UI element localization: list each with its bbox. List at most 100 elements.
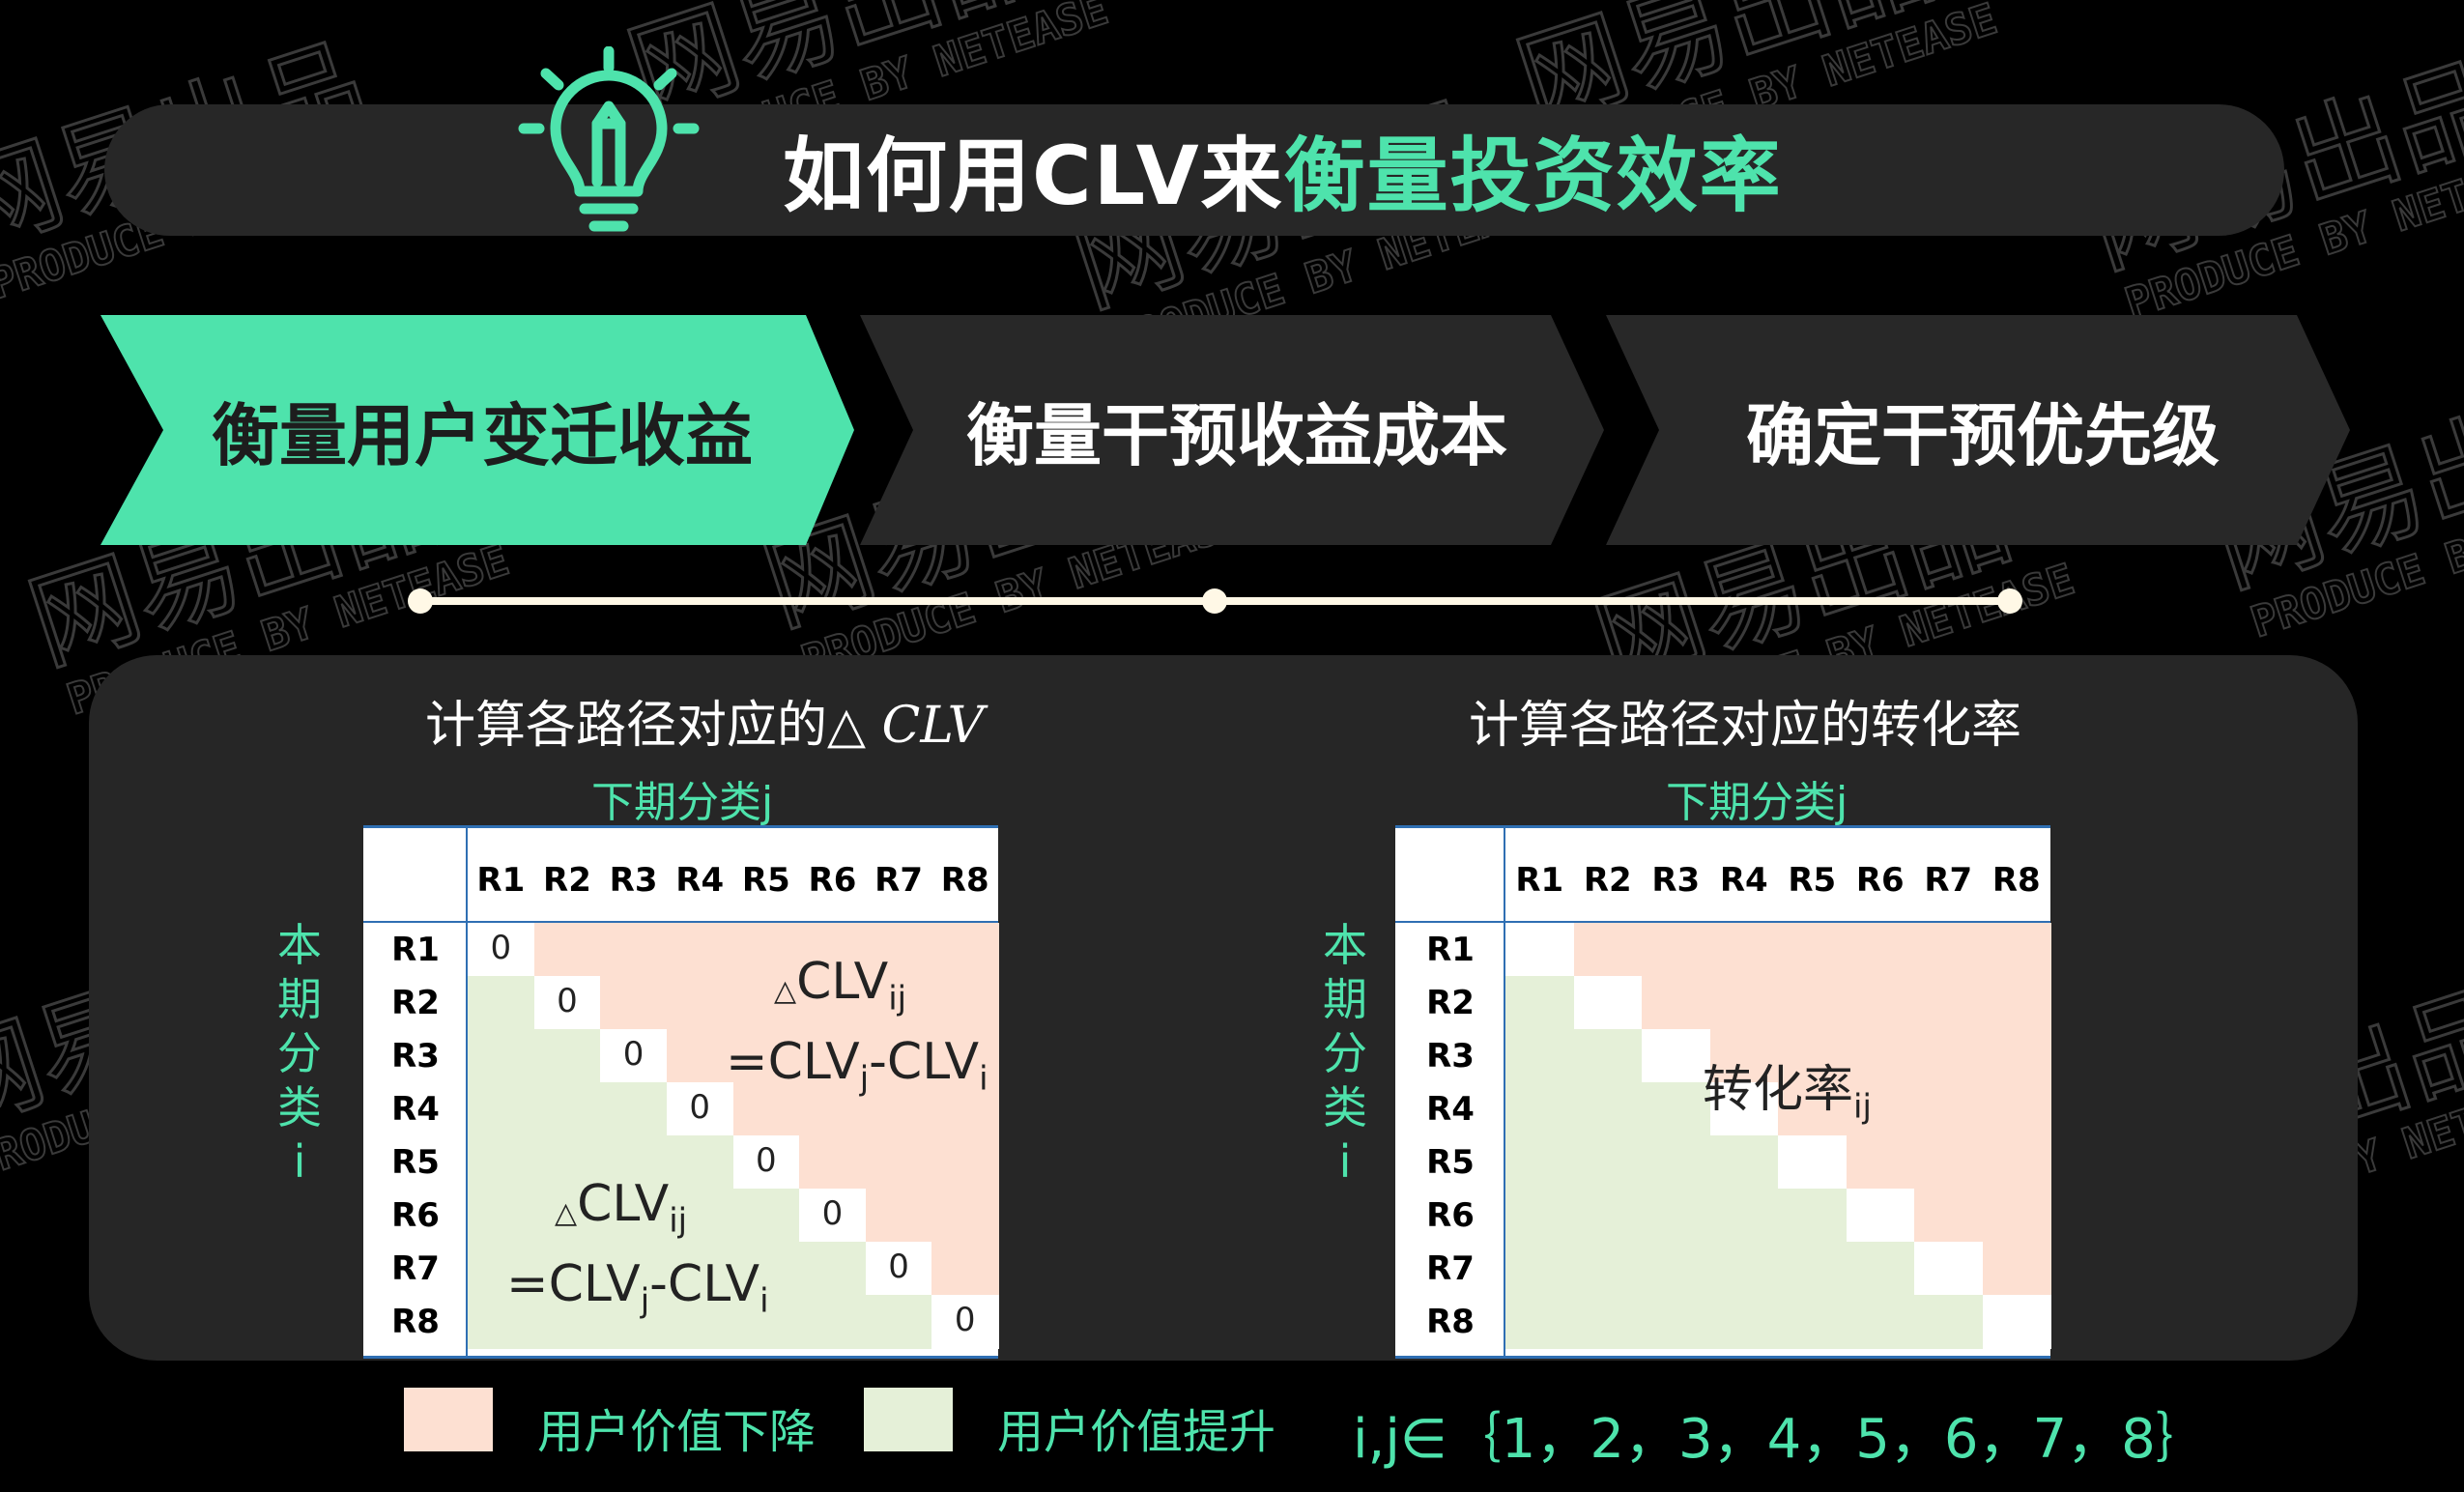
matrix-cell [1778, 1082, 1847, 1136]
matrix-cell [468, 1029, 535, 1083]
column-header: R1 [1515, 861, 1564, 900]
matrix-cell [732, 1029, 800, 1083]
matrix-cell [732, 1082, 800, 1136]
step-label: 衡量用户变迁收益 [212, 395, 753, 475]
formula-term: -CLV [869, 1033, 980, 1092]
row-header: R5 [1426, 1143, 1475, 1182]
matrix-cell [468, 923, 535, 977]
matrix-cell [1642, 976, 1710, 1030]
matrix-cell [1505, 1295, 1574, 1349]
conversion-rate-formula: 转化率ij [1703, 1058, 1872, 1138]
matrix-cell [1982, 1189, 2051, 1243]
step-measure-intervention-cost[interactable]: 衡量干预收益成本 [860, 315, 1614, 545]
row-header: R1 [391, 931, 440, 969]
step-intervention-priority[interactable]: 确定干预优先级 [1606, 315, 2360, 545]
left-col-axis-label: 下期分类j [591, 778, 774, 827]
matrix-cell [1846, 1295, 1915, 1349]
right-section-title: 计算各路径对应的转化率 [1469, 697, 2022, 755]
matrix-cell [1778, 1295, 1847, 1349]
row-header: R4 [391, 1090, 440, 1129]
matrix-cell [799, 923, 867, 977]
matrix-cell [1846, 1029, 1915, 1083]
matrix-cell [1573, 1029, 1643, 1083]
column-header: R4 [1719, 861, 1768, 900]
matrix-cell [600, 976, 668, 1030]
matrix-cell [1778, 976, 1847, 1030]
matrix-cell [732, 1242, 800, 1296]
matrix-cell [865, 923, 932, 977]
delta-symbol: △ [774, 974, 797, 1008]
matrix-cell [666, 1189, 733, 1243]
matrix-cell [533, 1135, 601, 1190]
formula-term: =CLV [726, 1033, 860, 1092]
column-header: R6 [808, 861, 857, 900]
legend-swatch-gain [864, 1388, 953, 1451]
matrix-cell [533, 1242, 601, 1296]
matrix-cell [1778, 1242, 1847, 1296]
page-title: 如何用CLV来衡量投资效率 [783, 129, 1783, 223]
row-header: R6 [1426, 1196, 1475, 1235]
column-header: R8 [940, 861, 989, 900]
matrix-cell [1914, 1029, 1983, 1083]
matrix-cell [865, 1295, 932, 1349]
matrix-cell [1642, 1189, 1710, 1243]
matrix-cell [1982, 1242, 2051, 1296]
matrix-cell [666, 976, 733, 1030]
matrix-cell [1505, 923, 1574, 977]
matrix-cell [865, 1082, 932, 1136]
matrix-cell [1505, 1242, 1574, 1296]
matrix-cell [1709, 1029, 1779, 1083]
matrix-cell [931, 1082, 999, 1136]
column-header: R2 [1583, 861, 1632, 900]
matrix-cell [1778, 1189, 1847, 1243]
column-header: R5 [741, 861, 790, 900]
matrix-cell [865, 1242, 932, 1296]
matrix-cell [1846, 1242, 1915, 1296]
formula-name: CLV [796, 953, 889, 1011]
legend-swatch-loss [404, 1388, 493, 1451]
legend-gain-label: 用户价值提升 [997, 1405, 1276, 1459]
matrix-cell [1914, 1295, 1983, 1349]
matrix-cell [666, 1082, 733, 1136]
formula-subscript: i [979, 1059, 988, 1099]
matrix-cell [1573, 1242, 1643, 1296]
matrix-cell [732, 1295, 800, 1349]
matrix-cell [865, 1135, 932, 1190]
diagonal-value: 0 [888, 1248, 909, 1286]
matrix-cell [931, 1029, 999, 1083]
matrix-cell [1573, 1135, 1643, 1190]
matrix-cell [1505, 1189, 1574, 1243]
matrix-cell [1573, 1082, 1643, 1136]
diagonal-value: 0 [490, 929, 512, 967]
matrix-cell [1709, 1082, 1779, 1136]
matrix-cell [732, 923, 800, 977]
row-header: R7 [1426, 1249, 1475, 1288]
row-header: R7 [391, 1249, 440, 1288]
matrix-rule [466, 828, 468, 1356]
matrix-cell [533, 1082, 601, 1136]
column-header: R3 [1651, 861, 1701, 900]
formula-term: -CLV [649, 1255, 760, 1314]
matrix-cell [931, 923, 999, 977]
matrix-cell [1505, 976, 1574, 1030]
step-measure-transition-gain[interactable]: 衡量用户变迁收益 [100, 315, 864, 545]
matrix-cell [1982, 1082, 2051, 1136]
matrix-cell [1709, 1242, 1779, 1296]
matrix-cell [732, 1189, 800, 1243]
progress-timeline [408, 588, 2022, 614]
formula-term: =CLV [506, 1255, 641, 1314]
row-header: R1 [1426, 931, 1475, 969]
diagonal-value: 0 [689, 1088, 710, 1127]
column-header: R5 [1788, 861, 1837, 900]
matrix-cell [1778, 923, 1847, 977]
step-shape [100, 315, 854, 545]
index-set-label: i,j∈｛1，2，3，4，5，6，7，8｝ [1353, 1408, 2210, 1471]
diagonal-value: 0 [954, 1301, 976, 1339]
clv-formula: △CLVij =CLVj-CLVi [506, 1172, 769, 1334]
matrix-cell [1642, 1295, 1710, 1349]
matrix-cell [1642, 1135, 1710, 1190]
matrix-cell [1573, 923, 1643, 977]
matrix-cell [1573, 1189, 1643, 1243]
